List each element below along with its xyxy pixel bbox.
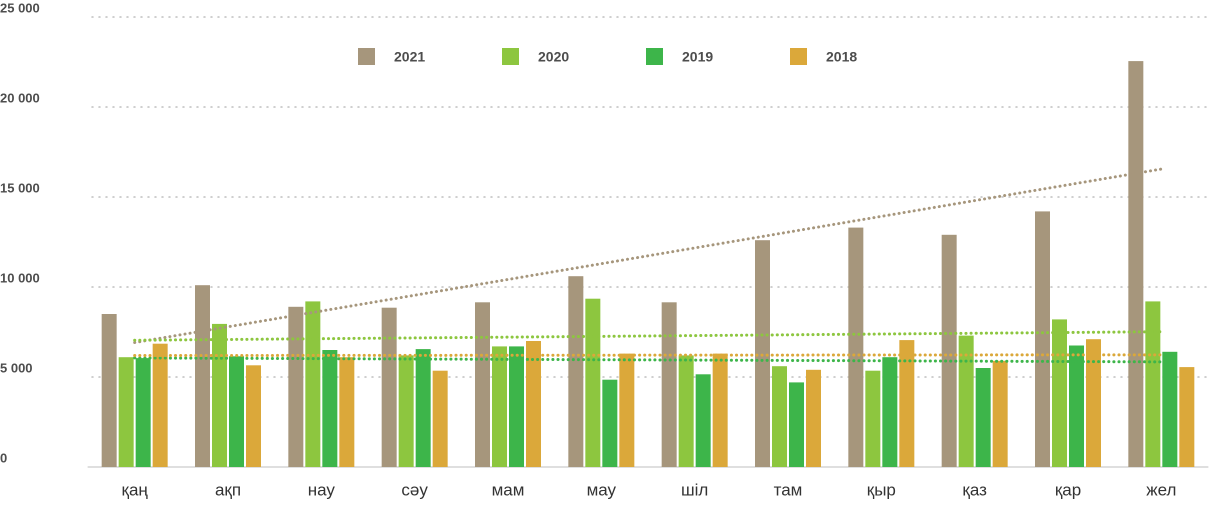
x-tick-label: қар — [1055, 480, 1081, 499]
bar — [1179, 367, 1195, 467]
bar — [992, 360, 1008, 467]
x-tick-label: мам — [492, 480, 525, 499]
bar — [806, 369, 821, 467]
bar — [941, 234, 957, 467]
legend-swatch — [358, 48, 375, 65]
x-tick-label: шіл — [681, 480, 708, 499]
bar — [1128, 61, 1144, 467]
x-tick-label: сәу — [401, 480, 428, 499]
y-tick-label: 10 000 — [0, 270, 40, 285]
bar — [229, 356, 244, 467]
x-tick-label: мау — [587, 480, 617, 499]
bar — [958, 335, 974, 467]
bar — [865, 370, 881, 467]
y-tick-label: 15 000 — [0, 180, 40, 195]
bar — [492, 346, 507, 467]
legend-swatch — [502, 48, 519, 65]
bar — [772, 366, 787, 467]
bar — [432, 370, 448, 467]
bar — [848, 227, 864, 467]
bar — [526, 341, 541, 467]
bar — [398, 355, 414, 467]
bar — [678, 355, 694, 467]
bar — [381, 307, 397, 467]
bar — [882, 357, 898, 467]
x-tick-label: жел — [1146, 480, 1176, 499]
legend-label: 2020 — [538, 49, 569, 65]
y-tick-label: 25 000 — [0, 0, 40, 15]
bar — [246, 365, 261, 467]
x-tick-label: қаз — [962, 480, 987, 499]
y-tick-label: 5 000 — [0, 360, 33, 375]
x-tick-label: там — [774, 480, 803, 499]
bar — [1069, 345, 1084, 467]
bar — [975, 368, 991, 467]
bar — [195, 285, 210, 467]
y-tick-label: 20 000 — [0, 90, 40, 105]
legend-label: 2019 — [682, 49, 713, 65]
trendline — [133, 330, 1163, 342]
bar — [101, 314, 117, 467]
legend-label: 2021 — [394, 49, 425, 65]
bar — [1035, 211, 1050, 467]
bar — [899, 340, 915, 467]
x-tick-label: қаң — [122, 480, 149, 499]
bar — [585, 298, 601, 467]
bar — [1086, 339, 1101, 467]
bar — [1162, 351, 1178, 467]
bar — [339, 357, 355, 467]
bar — [619, 353, 635, 467]
trendline — [133, 353, 1163, 358]
x-tick-label: қыр — [867, 480, 896, 499]
x-tick-label: нау — [308, 480, 336, 499]
bar — [602, 379, 618, 467]
bar — [661, 302, 677, 467]
bar — [695, 374, 711, 467]
bar — [755, 240, 770, 467]
bar — [509, 346, 524, 467]
bar — [118, 357, 134, 467]
bar — [305, 301, 321, 467]
legend-swatch — [790, 48, 807, 65]
bar — [212, 323, 227, 467]
trendline — [133, 356, 1163, 364]
trendline — [133, 167, 1163, 345]
bar — [712, 353, 728, 467]
bar — [152, 343, 168, 467]
bar — [475, 302, 490, 467]
bar — [415, 349, 431, 467]
legend-label: 2018 — [826, 49, 857, 65]
y-tick-label: 0 — [0, 450, 7, 465]
bar — [1145, 301, 1161, 467]
bar — [789, 382, 804, 467]
x-tick-label: ақп — [215, 480, 241, 499]
bar — [322, 350, 338, 467]
bar — [135, 358, 151, 467]
bar — [568, 276, 584, 467]
bar — [1052, 319, 1067, 467]
legend-swatch — [646, 48, 663, 65]
bar — [288, 306, 304, 467]
